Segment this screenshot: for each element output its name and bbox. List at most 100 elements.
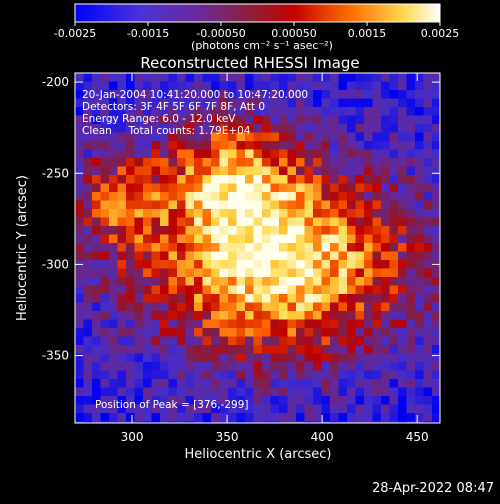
heatmap-cell bbox=[423, 336, 433, 346]
heatmap-cell bbox=[117, 260, 127, 270]
heatmap-cell bbox=[253, 396, 263, 406]
heatmap-cell bbox=[415, 149, 425, 159]
heatmap-cell bbox=[389, 413, 399, 423]
heatmap-cell bbox=[194, 200, 204, 210]
heatmap-cell bbox=[330, 345, 340, 355]
heatmap-cell bbox=[177, 183, 187, 193]
heatmap-cell bbox=[143, 319, 153, 329]
heatmap-cell bbox=[202, 73, 212, 83]
heatmap-cell bbox=[211, 319, 221, 329]
heatmap-cell bbox=[355, 98, 365, 108]
heatmap-cell bbox=[364, 353, 374, 363]
heatmap-cell bbox=[296, 192, 306, 202]
heatmap-cell bbox=[423, 404, 433, 414]
heatmap-cell bbox=[219, 158, 229, 168]
heatmap-cell bbox=[143, 345, 153, 355]
heatmap-cell bbox=[160, 268, 170, 278]
heatmap-cell bbox=[134, 98, 144, 108]
heatmap-cell bbox=[347, 311, 357, 321]
heatmap-cell bbox=[381, 107, 391, 117]
heatmap-cell bbox=[321, 370, 331, 380]
heatmap-cell bbox=[389, 90, 399, 100]
heatmap-cell bbox=[389, 396, 399, 406]
heatmap-cell bbox=[304, 260, 314, 270]
heatmap-cell bbox=[194, 73, 204, 83]
heatmap-cell bbox=[109, 90, 119, 100]
heatmap-cell bbox=[151, 396, 161, 406]
heatmap-cell bbox=[389, 81, 399, 91]
heatmap-cell bbox=[75, 81, 85, 91]
heatmap-cell bbox=[160, 98, 170, 108]
heatmap-cell bbox=[330, 319, 340, 329]
heatmap-cell bbox=[423, 413, 433, 423]
heatmap-cell bbox=[270, 387, 280, 397]
heatmap-cell bbox=[202, 311, 212, 321]
heatmap-cell bbox=[219, 387, 229, 397]
heatmap-cell bbox=[338, 260, 348, 270]
heatmap-cell bbox=[423, 268, 433, 278]
heatmap-cell bbox=[117, 319, 127, 329]
heatmap-cell bbox=[177, 294, 187, 304]
heatmap-cell bbox=[211, 362, 221, 372]
heatmap-cell bbox=[330, 107, 340, 117]
heatmap-cell bbox=[168, 217, 178, 227]
heatmap-cell bbox=[279, 243, 289, 253]
heatmap-cell bbox=[126, 124, 136, 134]
heatmap-cell bbox=[423, 311, 433, 321]
heatmap-cell bbox=[287, 115, 297, 125]
heatmap-cell bbox=[143, 234, 153, 244]
heatmap-cell bbox=[100, 251, 110, 261]
heatmap-cell bbox=[151, 98, 161, 108]
heatmap-cell bbox=[279, 149, 289, 159]
heatmap-cell bbox=[177, 336, 187, 346]
heatmap-cell bbox=[330, 90, 340, 100]
heatmap-cell bbox=[109, 141, 119, 151]
heatmap-cell bbox=[185, 404, 195, 414]
heatmap-cell bbox=[381, 243, 391, 253]
heatmap-cell bbox=[236, 404, 246, 414]
heatmap-cell bbox=[313, 132, 323, 142]
heatmap-cell bbox=[381, 124, 391, 134]
heatmap-cell bbox=[228, 243, 238, 253]
heatmap-cell bbox=[423, 328, 433, 338]
heatmap-cell bbox=[423, 226, 433, 236]
heatmap-cell bbox=[372, 243, 382, 253]
heatmap-cell bbox=[92, 251, 102, 261]
heatmap-cell bbox=[228, 251, 238, 261]
heatmap-cell bbox=[364, 421, 374, 423]
heatmap-cell bbox=[330, 81, 340, 91]
heatmap-cell bbox=[287, 132, 297, 142]
heatmap-cell bbox=[151, 158, 161, 168]
heatmap-cell bbox=[177, 345, 187, 355]
heatmap-cell bbox=[415, 353, 425, 363]
heatmap-cell bbox=[151, 328, 161, 338]
heatmap-cell bbox=[330, 226, 340, 236]
heatmap-cell bbox=[134, 149, 144, 159]
heatmap-cell bbox=[143, 404, 153, 414]
heatmap-cell bbox=[83, 149, 93, 159]
heatmap-cell bbox=[202, 98, 212, 108]
heatmap-cell bbox=[177, 311, 187, 321]
annotation-block: 20-Jan-2004 10:41:20.000 to 10:47:20.000… bbox=[82, 89, 308, 137]
heatmap-cell bbox=[304, 379, 314, 389]
heatmap-cell bbox=[194, 404, 204, 414]
heatmap-cell bbox=[355, 73, 365, 83]
heatmap-cell bbox=[109, 217, 119, 227]
heatmap-cell bbox=[270, 345, 280, 355]
heatmap-cell bbox=[364, 370, 374, 380]
heatmap-cell bbox=[83, 81, 93, 91]
heatmap-cell bbox=[432, 166, 440, 176]
heatmap-cell bbox=[279, 285, 289, 295]
heatmap-cell bbox=[415, 73, 425, 83]
heatmap-cell bbox=[423, 379, 433, 389]
heatmap-cell bbox=[338, 379, 348, 389]
heatmap-cell bbox=[432, 217, 440, 227]
heatmap-cell bbox=[423, 251, 433, 261]
heatmap-cell bbox=[177, 158, 187, 168]
heatmap-cell bbox=[185, 387, 195, 397]
heatmap-cell bbox=[347, 107, 357, 117]
heatmap-cell bbox=[83, 302, 93, 312]
heatmap-cell bbox=[92, 285, 102, 295]
heatmap-cell bbox=[321, 404, 331, 414]
heatmap-cell bbox=[185, 115, 195, 125]
